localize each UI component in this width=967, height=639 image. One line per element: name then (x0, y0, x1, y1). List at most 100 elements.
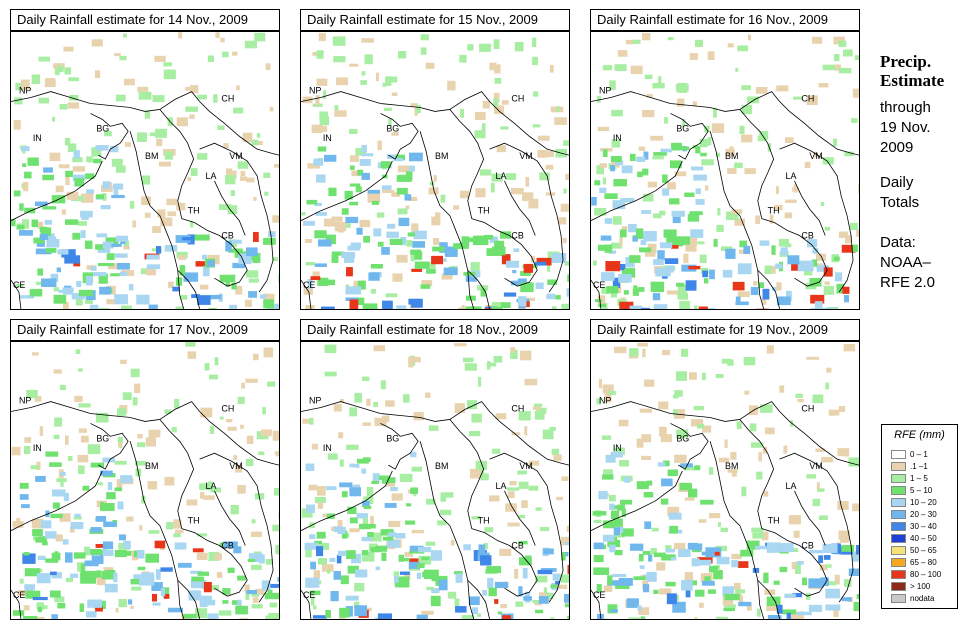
rain-cell (244, 40, 257, 49)
rain-cell (314, 540, 322, 545)
rain-cell (217, 125, 225, 130)
country-label-vm: VM (519, 151, 532, 161)
border-line (11, 401, 160, 422)
rain-cell (486, 566, 502, 574)
rain-cell (795, 393, 803, 398)
rain-cell (277, 576, 279, 582)
rain-cell (53, 369, 62, 374)
rain-cell (636, 481, 649, 490)
rain-cell (50, 590, 61, 598)
rain-cell (317, 502, 324, 509)
rain-cell (450, 539, 455, 546)
rain-cell (95, 605, 103, 612)
rain-cell (134, 460, 147, 466)
rain-cell (393, 571, 399, 576)
rain-cell (233, 455, 238, 460)
rain-cell (80, 230, 86, 238)
rain-cell (428, 187, 439, 195)
rain-cell (367, 531, 374, 538)
rain-cell (372, 473, 380, 482)
rain-cell (822, 307, 837, 309)
rain-cell (610, 510, 620, 519)
rain-cell (173, 533, 181, 538)
rain-cell (482, 100, 490, 109)
rain-cell (102, 181, 111, 189)
rain-cell (35, 475, 46, 482)
rain-cell (806, 356, 819, 360)
rain-cell (602, 384, 614, 394)
rain-cell (263, 237, 276, 245)
rain-cell (646, 93, 653, 98)
rain-cell (24, 445, 31, 455)
rain-cell (780, 543, 794, 553)
rain-cell (484, 308, 498, 309)
rain-cell (795, 611, 805, 619)
rain-cell (769, 214, 774, 224)
rain-cell (486, 362, 497, 367)
rain-cell (87, 444, 101, 455)
rain-cell (191, 294, 200, 298)
border-line (214, 180, 246, 236)
country-label-vm: VM (229, 151, 242, 161)
rain-cell (225, 280, 230, 287)
rain-cell (324, 371, 337, 377)
rain-cell (629, 255, 641, 263)
rain-cell (771, 245, 776, 255)
rain-cell (598, 303, 606, 308)
rain-cell (118, 442, 123, 448)
rain-cell (674, 171, 687, 177)
rain-cell (549, 64, 554, 73)
rain-cell (487, 577, 494, 589)
rain-cell (641, 307, 651, 309)
rain-cell (405, 205, 410, 210)
rain-cell (302, 418, 312, 424)
rain-cell (248, 553, 263, 562)
rain-cell (67, 102, 80, 109)
rain-cell (189, 114, 195, 119)
rain-cell (763, 491, 769, 497)
rain-cell (776, 296, 791, 306)
rain-cell (735, 296, 741, 304)
border-line (739, 419, 775, 529)
rain-cell (236, 85, 240, 91)
rain-cell (260, 294, 267, 299)
rain-cell (431, 216, 441, 226)
rain-cell (560, 536, 569, 546)
rain-cell (199, 284, 209, 290)
rain-cell (467, 44, 474, 51)
rain-cell (808, 604, 823, 612)
rain-cell (845, 235, 852, 244)
rain-cell (672, 409, 678, 415)
rain-cell (264, 592, 279, 600)
rain-cell (825, 382, 829, 390)
rain-cell (735, 301, 749, 306)
rain-cell (762, 446, 768, 454)
rain-cell (609, 503, 615, 510)
rain-cell (355, 147, 367, 156)
legend-label: 65 – 80 (910, 558, 937, 567)
rain-cell (670, 557, 677, 561)
rain-cell (500, 302, 511, 308)
rain-cell (278, 274, 279, 283)
rain-cell (684, 192, 695, 198)
rain-cell (14, 97, 23, 105)
rain-cell (237, 599, 242, 607)
rain-cell (230, 190, 235, 197)
rain-cell (64, 435, 69, 445)
rain-cell (454, 343, 467, 347)
rain-cell (701, 372, 706, 381)
rain-cell (96, 576, 106, 586)
rain-cell (698, 306, 708, 309)
rain-cell (713, 107, 717, 118)
rain-cell (246, 177, 255, 183)
legend-swatch (891, 474, 906, 483)
rain-cell (651, 527, 659, 532)
rain-cell (41, 278, 57, 288)
rain-cell (354, 601, 360, 609)
rain-cell (701, 159, 714, 166)
rain-cell (684, 497, 695, 501)
rain-cell (646, 480, 653, 486)
rain-cell (643, 491, 654, 498)
rain-cell (384, 503, 397, 508)
